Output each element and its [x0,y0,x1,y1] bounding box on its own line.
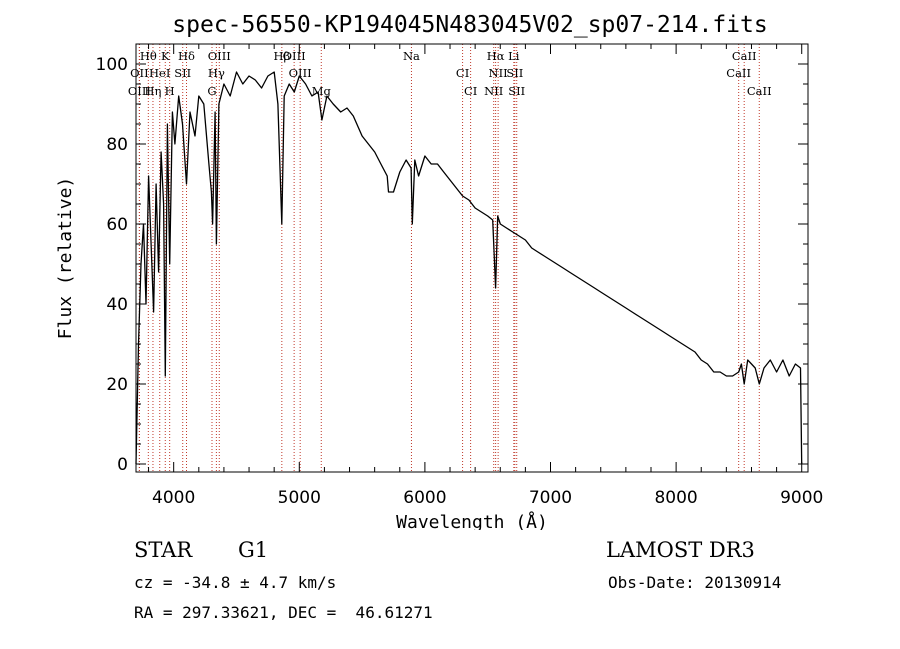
survey-label: LAMOST DR3 [606,538,755,562]
line-label: Hγ [208,66,225,80]
class-label: STAR [134,538,193,562]
line-label: CaII [732,49,757,63]
y-tick-label: 20 [106,375,128,395]
x-tick-label: 9000 [780,488,823,508]
line-label: Li [508,49,520,63]
line-label: OIII [128,84,151,98]
chart-title: spec-56550-KP194045N483045V02_sp07-214.f… [172,12,767,38]
line-label: Na [403,49,420,63]
line-labels: HθOIIOIIIKHeIHηHδSIIHOIIIHγGOIIIOIIIMgNa… [128,49,772,98]
y-tick-label: 60 [106,215,128,235]
line-label: OIII [289,66,312,80]
line-label: H [165,84,175,98]
x-tick-label: 7000 [529,488,572,508]
obs-date-text: Obs-Date: 20130914 [608,573,782,592]
line-label: OIII [208,49,231,63]
line-label: SII [508,84,525,98]
spectrum-line [135,71,803,465]
x-tick-label: 4000 [152,488,195,508]
line-label: Hη [144,84,161,98]
line-label: CI [456,66,469,80]
line-label: K [161,49,170,63]
line-label: Hθ [140,49,157,63]
line-label: CaII [747,84,772,98]
line-label: G [207,84,216,98]
y-tick-label: 80 [106,135,128,155]
line-label: SII [174,66,191,80]
line-label: Hα [487,49,505,63]
line-label: NII [489,66,508,80]
x-axis-label: Wavelength (Å) [396,511,548,530]
line-label: Hβ [273,49,290,63]
x-axis: 4000 5000 6000 7000 8000 9000 [148,44,823,508]
y-tick-label: 40 [106,295,128,315]
y-axis-label: Flux (relative) [55,177,76,340]
line-label: Hδ [178,49,195,63]
x-tick-label: 6000 [403,488,446,508]
y-tick-label: 100 [96,55,128,75]
y-tick-label: 0 [117,455,128,475]
line-label: CI [464,84,477,98]
line-label: Mg [312,84,332,98]
x-tick-label: 5000 [278,488,321,508]
y-axis: 0 20 40 60 80 100 [96,55,808,475]
line-label: SII [506,66,523,80]
subclass-label: G1 [238,538,269,562]
line-label: OII [130,66,149,80]
line-markers [138,44,760,472]
spectrum-chart: spec-56550-KP194045N483045V02_sp07-214.f… [55,12,823,530]
velocity-text: cz = -34.8 ± 4.7 km/s [134,573,337,592]
plot-frame [135,43,809,473]
spectrum-series [135,71,803,465]
line-label: HeI [149,66,170,80]
x-tick-label: 8000 [654,488,697,508]
line-label: NII [484,84,503,98]
coords-text: RA = 297.33621, DEC = 46.61271 [134,603,433,622]
line-label: OIII [283,49,306,63]
line-label: CaII [726,66,751,80]
